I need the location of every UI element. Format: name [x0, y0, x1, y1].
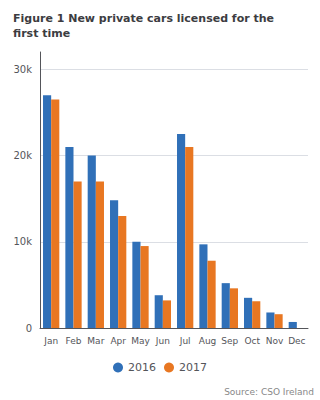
svg-text:0: 0 [26, 323, 32, 334]
svg-text:Figure 1 New private cars lice: Figure 1 New private cars licensed for t… [13, 12, 274, 25]
svg-text:Dec: Dec [288, 336, 305, 346]
svg-text:Aug: Aug [199, 336, 217, 346]
svg-text:May: May [131, 336, 150, 346]
svg-text:2017: 2017 [179, 361, 207, 374]
svg-text:Sep: Sep [221, 336, 238, 346]
svg-text:Nov: Nov [266, 336, 284, 346]
svg-text:Apr: Apr [110, 336, 126, 346]
svg-text:first time: first time [13, 27, 70, 40]
svg-text:Mar: Mar [87, 336, 104, 346]
svg-text:Jan: Jan [43, 336, 58, 346]
svg-text:2016: 2016 [128, 361, 156, 374]
svg-text:30k: 30k [13, 64, 32, 75]
svg-text:Source: CSO Ireland: Source: CSO Ireland [224, 387, 314, 397]
svg-text:10k: 10k [13, 236, 32, 247]
svg-text:Feb: Feb [66, 336, 82, 346]
svg-text:Oct: Oct [244, 336, 260, 346]
svg-text:20k: 20k [13, 150, 32, 161]
svg-text:Jul: Jul [179, 336, 191, 346]
svg-text:Jun: Jun [155, 336, 170, 346]
